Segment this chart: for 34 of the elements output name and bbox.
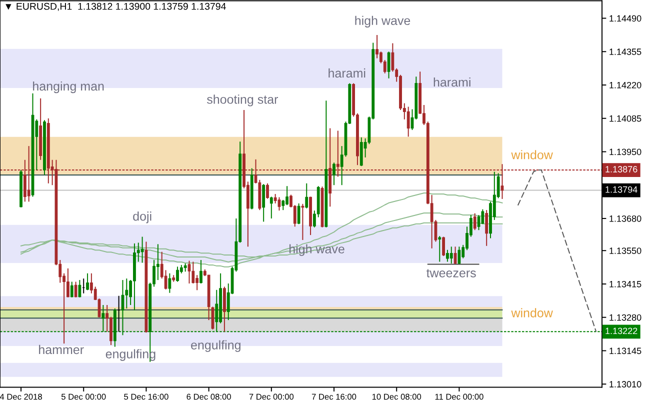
y-tick-label: 1.13550 — [610, 248, 642, 254]
y-tick-label: 1.13415 — [610, 280, 642, 288]
annotation: engulfing — [191, 340, 240, 352]
x-tick-label: 7 Dec 16:00 — [312, 394, 356, 400]
annotation: harami — [328, 68, 366, 78]
y-tick-label: 1.13145 — [610, 348, 642, 354]
x-tick-label: 10 Dec 08:00 — [372, 394, 422, 400]
x-tick-label: 5 Dec 00:00 — [61, 394, 106, 400]
annotation: hanging man — [33, 81, 104, 94]
ref-line-label: 1.13794 — [606, 186, 638, 193]
x-tick-label: 5 Dec 16:00 — [124, 394, 168, 400]
y-tick-label: 1.13680 — [610, 215, 642, 222]
y-tick-label: 1.14085 — [610, 115, 642, 122]
annotation: harami — [434, 77, 470, 87]
x-tick-label: 4 Dec 2018 — [0, 394, 42, 400]
x-tick-label: 6 Dec 08:00 — [186, 394, 231, 400]
y-tick-label: 1.14355 — [610, 48, 642, 55]
band-label: window — [511, 308, 553, 318]
chart-title: ▼ EURUSD,H1 1.13812 1.13900 1.13759 1.13794 — [6, 2, 226, 11]
y-tick-label: 1.14490 — [610, 15, 642, 22]
annotation: high wave — [355, 16, 410, 28]
band-label: window — [511, 150, 553, 160]
annotation: tweezers — [426, 269, 476, 278]
y-tick-label: 1.13950 — [610, 148, 642, 156]
ref-line-label: 1.13222 — [606, 328, 638, 334]
x-tick-label: 11 Dec 00:00 — [435, 394, 484, 400]
y-tick-label: 1.13280 — [610, 314, 642, 321]
y-tick-label: 1.14220 — [610, 82, 642, 88]
annotation: doji — [133, 212, 152, 224]
ref-line-label: 1.13876 — [606, 166, 638, 172]
annotation: shooting star — [206, 94, 278, 106]
annotation: hammer — [39, 344, 84, 354]
y-tick-label: 1.13010 — [610, 381, 642, 388]
x-tick-label: 7 Dec 00:00 — [249, 394, 294, 400]
